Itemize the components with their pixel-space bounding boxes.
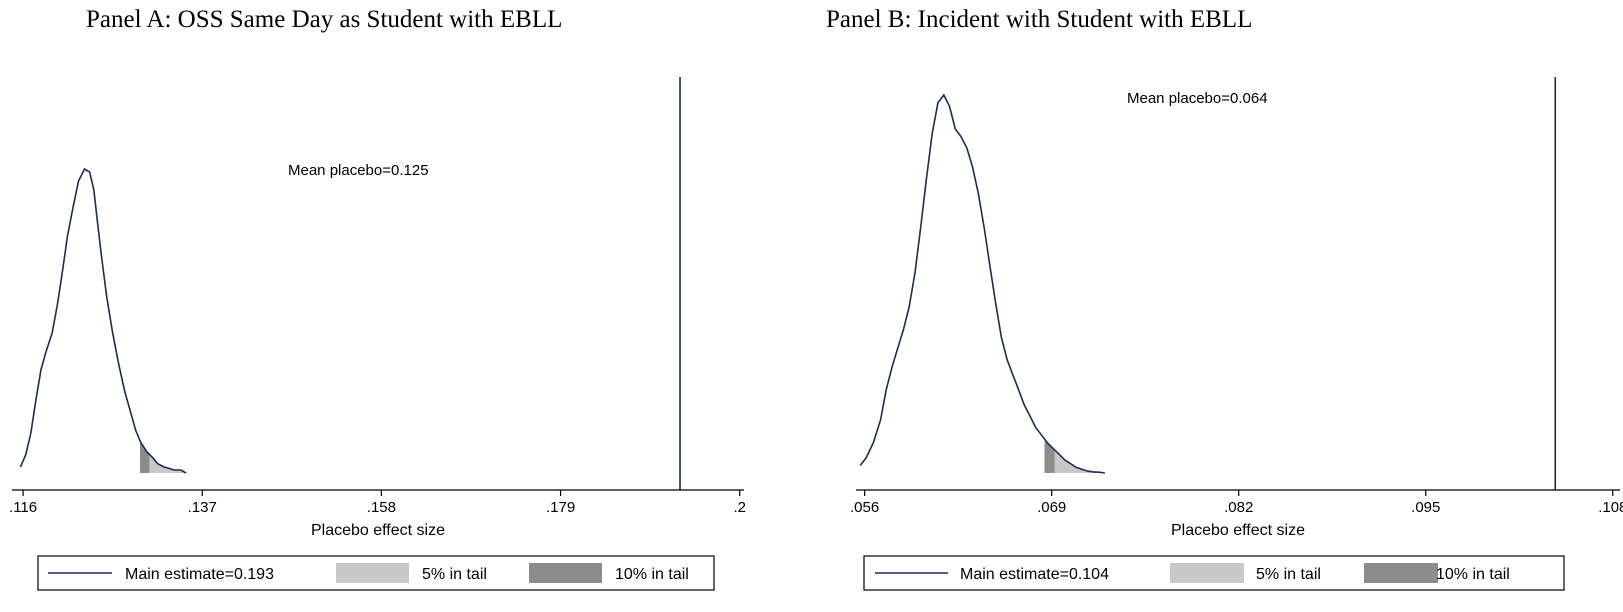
legend-5pct-swatch <box>336 563 409 583</box>
tail-5pct-area <box>149 454 186 473</box>
density-chart: Mean placebo=0.064 .056 .069 .082 .095 .108 Pl… <box>850 77 1623 591</box>
x-axis-title: Placebo effect size <box>311 522 445 539</box>
panel-title: Panel A: OSS Same Day as Student with EB… <box>86 6 563 33</box>
density-chart: Mean placebo=0.125 .116 .137 .158 .179 .2 Plac… <box>9 77 746 591</box>
mean-placebo-annotation: Mean placebo=0.125 <box>288 162 429 179</box>
x-tick-label: .108 <box>1598 499 1623 516</box>
x-axis-title: Placebo effect size <box>1171 522 1305 539</box>
legend-5pct-label: 5% in tail <box>422 566 487 583</box>
x-tick-label: .056 <box>850 499 879 516</box>
tail-5pct-area <box>1054 449 1105 473</box>
x-tick-label: .2 <box>733 499 746 516</box>
panel-title: Panel B: Incident with Student with EBLL <box>826 6 1253 33</box>
legend-5pct-swatch <box>1170 563 1244 583</box>
x-tick-label: .158 <box>367 499 396 516</box>
legend-5pct-label: 5% in tail <box>1256 566 1321 583</box>
legend-main-label: Main estimate=0.193 <box>125 566 274 583</box>
placebo-density-line <box>859 93 1106 474</box>
placebo-density-line <box>19 167 187 474</box>
x-tick-label: .095 <box>1411 499 1440 516</box>
legend-10pct-label: 10% in tail <box>615 566 689 583</box>
legend-10pct-swatch <box>1364 563 1438 583</box>
legend-main-label: Main estimate=0.104 <box>960 566 1109 583</box>
x-tick-label: .116 <box>9 499 37 516</box>
x-tick-label: .082 <box>1224 499 1253 516</box>
mean-placebo-annotation: Mean placebo=0.064 <box>1127 90 1268 107</box>
panel-b: Panel B: Incident with Student with EBLL… <box>812 0 1623 612</box>
x-tick-label: .069 <box>1037 499 1066 516</box>
x-tick-label: .137 <box>188 499 217 516</box>
legend-10pct-swatch <box>529 563 602 583</box>
legend-10pct-label: 10% in tail <box>1436 566 1510 583</box>
panel-a: Panel A: OSS Same Day as Student with EB… <box>0 0 800 612</box>
legend-box <box>863 555 1565 591</box>
x-tick-label: .179 <box>546 499 575 516</box>
